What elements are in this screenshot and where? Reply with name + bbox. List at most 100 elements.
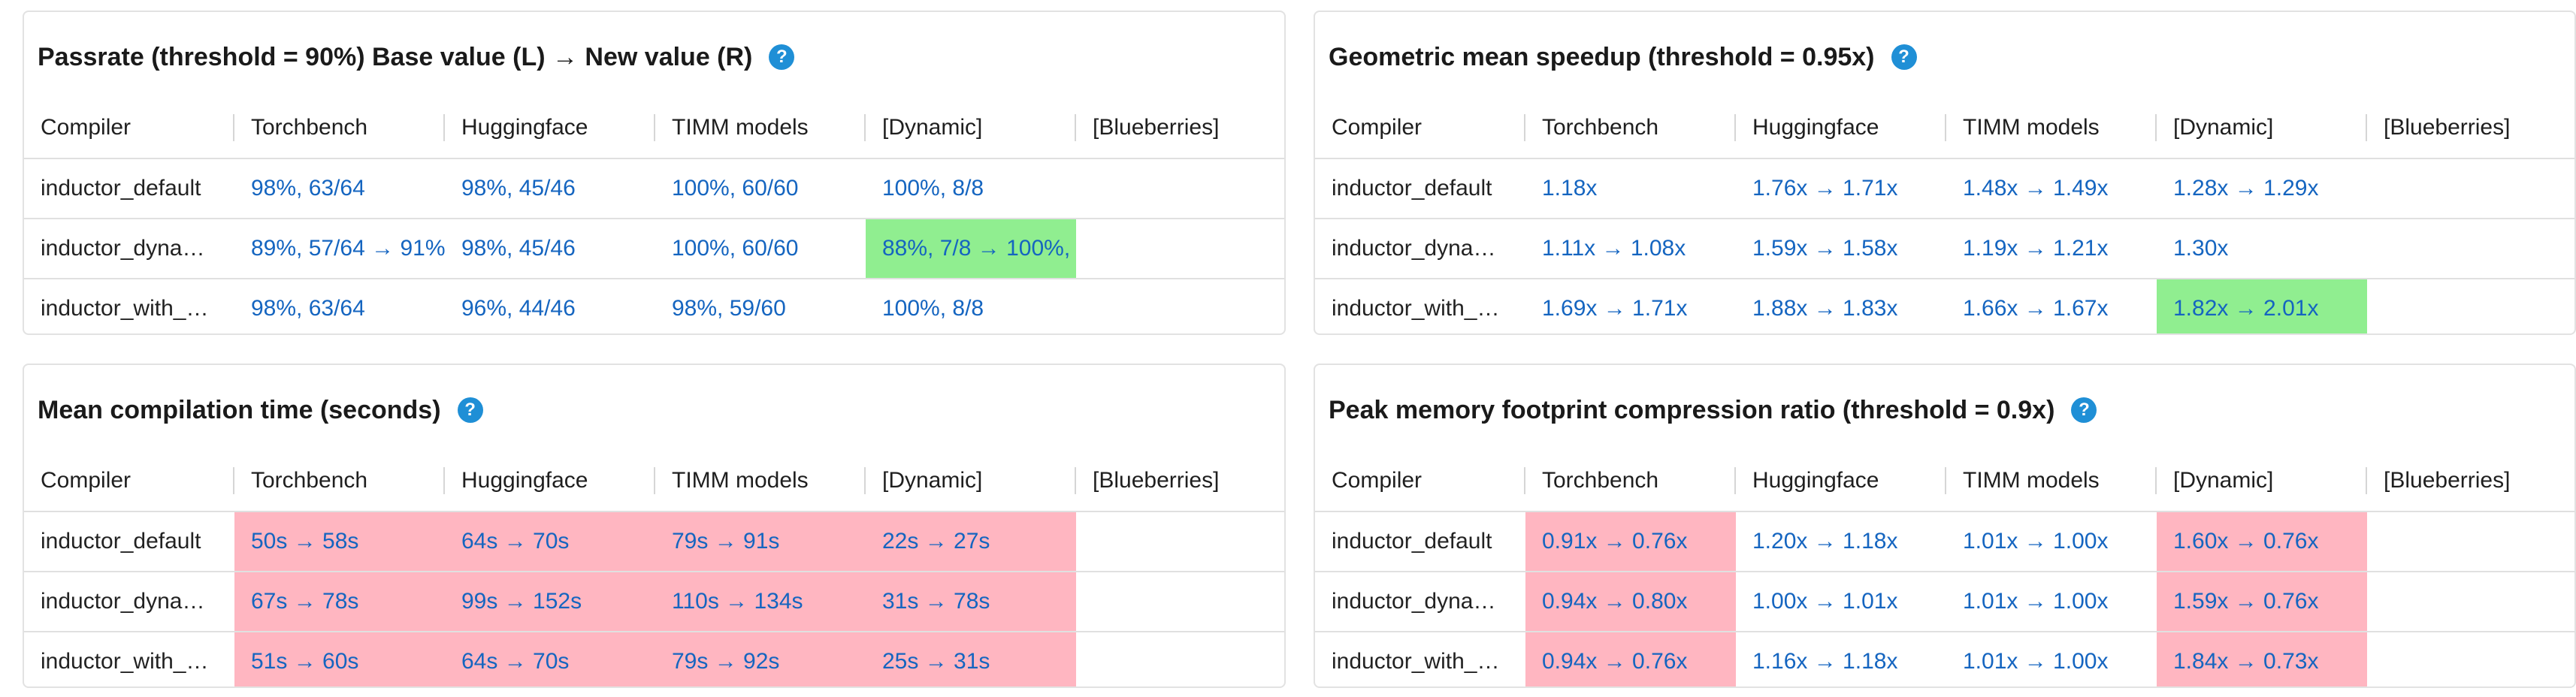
metric-link[interactable] (1076, 512, 1284, 571)
metric-link[interactable] (1076, 159, 1284, 218)
table-row: inductor_dyna… 1.11x → 1.08x 1.59x → 1.58x… (1315, 219, 2574, 279)
panel-title: Geometric mean speedup (threshold = 0.95… (1329, 42, 1875, 71)
metric-link[interactable]: 51s → 60s (234, 632, 445, 686)
metric-link[interactable]: 98%, 63/64 (251, 176, 365, 201)
column-header[interactable]: Compiler (1315, 98, 1525, 158)
column-header[interactable]: [Blueberries] (1093, 468, 1220, 493)
metric-link[interactable]: 22s → 27s (866, 512, 1076, 571)
metric-link[interactable]: 50s → 58s (234, 512, 445, 571)
compiler-name: inductor_default (41, 176, 201, 201)
metric-link[interactable]: 98%, 45/46 (461, 176, 576, 201)
metric-link[interactable]: 96%, 44/46 (461, 296, 576, 321)
help-icon[interactable]: ? (457, 397, 483, 423)
column-header[interactable]: Torchbench (234, 98, 445, 158)
help-icon[interactable]: ? (2071, 397, 2097, 423)
column-header[interactable]: [Blueberries] (2384, 468, 2511, 493)
column-header[interactable]: Torchbench (1525, 98, 1736, 158)
column-header[interactable]: [Blueberries] (1093, 115, 1220, 140)
metric-link[interactable]: 100%, 8/8 (882, 296, 984, 321)
metric-link[interactable] (2367, 159, 2574, 218)
metric-link[interactable]: 1.01x → 1.00x (1963, 529, 2109, 554)
metric-link[interactable]: 1.16x → 1.18x (1752, 649, 1898, 674)
metric-link[interactable]: 1.84x → 0.73x (2157, 632, 2367, 686)
column-header[interactable]: TIMM models (1946, 98, 2157, 158)
column-header[interactable]: Huggingface (445, 98, 655, 158)
metric-link[interactable]: 0.94x → 0.76x (1525, 632, 1736, 686)
metric-link[interactable]: 0.91x → 0.76x (1525, 512, 1736, 571)
column-header[interactable]: [Dynamic] (866, 98, 1076, 158)
metric-link[interactable]: 100%, 8/8 (882, 176, 984, 201)
compiler-name: inductor_dyna… (41, 589, 205, 614)
metric-link[interactable]: 79s → 92s (655, 632, 866, 686)
metric-link[interactable]: 1.82x → 2.01x (2157, 279, 2367, 333)
metric-link[interactable] (2367, 279, 2574, 333)
metric-link[interactable]: 1.01x → 1.00x (1963, 589, 2109, 614)
column-header[interactable]: Huggingface (445, 451, 655, 511)
metric-link[interactable]: 100%, 60/60 (672, 176, 799, 201)
column-header[interactable]: Huggingface (1736, 451, 1946, 511)
column-header[interactable]: TIMM models (655, 451, 866, 511)
column-header[interactable]: [Dynamic] (2157, 451, 2367, 511)
metric-link[interactable]: 31s → 78s (866, 572, 1076, 631)
panel-title: Passrate (threshold = 90%) Base value (L… (38, 42, 753, 71)
help-icon[interactable]: ? (1891, 44, 1917, 70)
metric-link[interactable]: 98%, 45/46 (461, 236, 576, 261)
metric-link[interactable]: 1.76x → 1.71x (1752, 176, 1898, 201)
table-header-row: Compiler Torchbench Huggingface TIMM models… (24, 451, 1284, 512)
metric-link[interactable]: 1.88x → 1.83x (1752, 296, 1898, 321)
metric-link[interactable]: 1.11x → 1.08x (1542, 236, 1686, 261)
column-header[interactable]: [Dynamic] (866, 451, 1076, 511)
column-header[interactable]: Compiler (1315, 451, 1525, 511)
column-header[interactable]: TIMM models (1946, 451, 2157, 511)
metric-link[interactable] (1076, 279, 1284, 333)
metric-link[interactable]: 79s → 91s (655, 512, 866, 571)
metric-link[interactable]: 99s → 152s (445, 572, 655, 631)
metric-link[interactable]: 64s → 70s (445, 512, 655, 571)
metric-link[interactable]: 0.94x → 0.80x (1525, 572, 1736, 631)
compiler-name: inductor_dyna… (1332, 589, 1496, 614)
panel-header: Passrate (threshold = 90%) Base value (L… (38, 35, 795, 80)
metric-link[interactable]: 1.30x (2173, 236, 2229, 261)
metric-link[interactable] (1076, 632, 1284, 686)
metric-link[interactable] (1076, 219, 1284, 278)
column-header[interactable]: Torchbench (1525, 451, 1736, 511)
metric-link[interactable] (2367, 512, 2574, 571)
metric-link[interactable] (1076, 572, 1284, 631)
metric-link[interactable]: 1.28x → 1.29x (2173, 176, 2319, 201)
metric-link[interactable]: 88%, 7/8 → 100%, (866, 219, 1076, 278)
column-header[interactable]: Torchbench (234, 451, 445, 511)
metric-link[interactable] (2367, 632, 2574, 686)
help-icon[interactable]: ? (769, 44, 795, 70)
metric-link[interactable]: 1.59x → 1.58x (1752, 236, 1898, 261)
metric-link[interactable]: 64s → 70s (445, 632, 655, 686)
table-row: inductor_with_… 51s → 60s 64s → 70s 79s → 9… (24, 632, 1284, 686)
column-header[interactable]: TIMM models (655, 98, 866, 158)
metric-link[interactable]: 1.66x → 1.67x (1963, 296, 2109, 321)
metric-link[interactable]: 1.01x → 1.00x (1963, 649, 2109, 674)
metric-link[interactable]: 98%, 63/64 (251, 296, 365, 321)
metric-link[interactable] (2367, 219, 2574, 278)
metric-link[interactable]: 100%, 60/60 (672, 236, 799, 261)
metric-link[interactable]: 1.00x → 1.01x (1752, 589, 1898, 614)
metric-link[interactable]: 110s → 134s (655, 572, 866, 631)
metric-link[interactable]: 1.48x → 1.49x (1963, 176, 2109, 201)
panel-title: Mean compilation time (seconds) (38, 395, 441, 424)
metric-link[interactable]: 1.59x → 0.76x (2157, 572, 2367, 631)
column-header[interactable]: Compiler (24, 98, 234, 158)
metric-link[interactable]: 1.18x (1542, 176, 1598, 201)
metric-link[interactable]: 67s → 78s (234, 572, 445, 631)
metric-link[interactable]: 1.19x → 1.21x (1963, 236, 2109, 261)
metric-link[interactable] (2367, 572, 2574, 631)
column-header[interactable]: [Blueberries] (2384, 115, 2511, 140)
metric-link[interactable]: 1.60x → 0.76x (2157, 512, 2367, 571)
metric-link[interactable]: 98%, 59/60 (672, 296, 786, 321)
metric-link[interactable]: 1.20x → 1.18x (1752, 529, 1898, 554)
table-header-row: Compiler Torchbench Huggingface TIMM models… (1315, 98, 2574, 159)
column-header[interactable]: [Dynamic] (2157, 98, 2367, 158)
column-header[interactable]: Compiler (24, 451, 234, 511)
table-row: inductor_dyna… 89%, 57/64 → 91% 98%, 45/46… (24, 219, 1284, 279)
metric-link[interactable]: 25s → 31s (866, 632, 1076, 686)
metric-link[interactable]: 89%, 57/64 → 91% (251, 236, 445, 261)
metric-link[interactable]: 1.69x → 1.71x (1542, 296, 1688, 321)
column-header[interactable]: Huggingface (1736, 98, 1946, 158)
